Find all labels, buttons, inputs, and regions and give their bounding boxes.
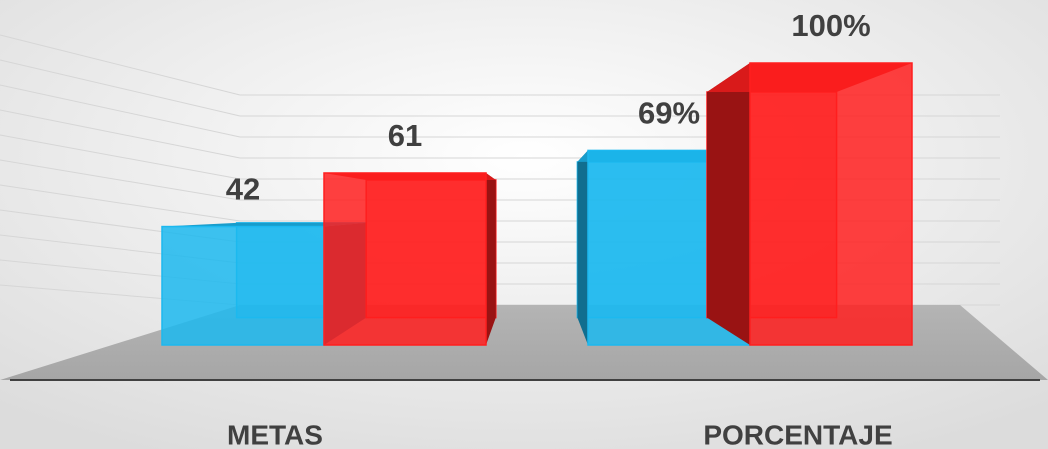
bar-top [162,222,367,227]
bar-side [486,172,496,345]
data-label: 100% [791,8,870,43]
wall-line [0,159,241,201]
wall-line [0,109,241,159]
x-tick-label: METAS [227,419,323,449]
x-tick-label: PORCENTAJE [703,419,892,449]
bar-front [161,225,325,346]
bars: 42 69% 61 100% [161,8,913,346]
wall-line [0,134,241,180]
bar-side [577,150,588,345]
wall-line [0,184,241,222]
bar-front [749,62,913,346]
wall-line [0,84,241,138]
bar-side [707,63,750,345]
wall-line [0,34,241,96]
bar-front [323,172,487,346]
data-label: 42 [226,172,260,207]
bar: 61 [323,118,497,346]
data-label: 69% [638,96,700,131]
wall-line [0,59,241,117]
data-label: 61 [388,118,422,153]
bar: 100% [706,8,913,346]
